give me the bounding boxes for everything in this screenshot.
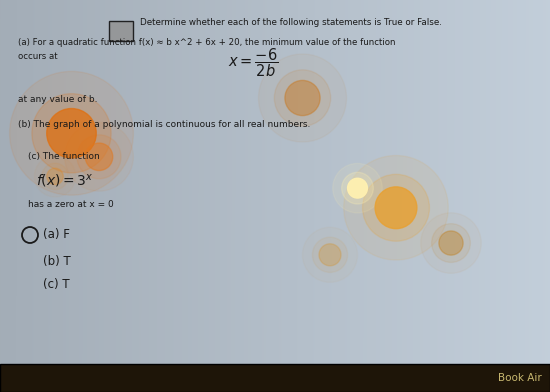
- Text: (a) F: (a) F: [43, 228, 70, 241]
- Circle shape: [32, 94, 111, 173]
- Circle shape: [432, 224, 470, 262]
- Text: (c) T: (c) T: [43, 278, 70, 291]
- Circle shape: [375, 187, 417, 229]
- Text: Determine whether each of the following statements is True or False.: Determine whether each of the following …: [140, 18, 442, 27]
- Circle shape: [362, 174, 430, 241]
- Circle shape: [319, 244, 341, 266]
- Circle shape: [348, 178, 367, 198]
- Circle shape: [85, 143, 113, 171]
- Circle shape: [10, 71, 133, 195]
- Text: $x = \dfrac{-6}{2b}$: $x = \dfrac{-6}{2b}$: [228, 46, 278, 78]
- Circle shape: [312, 237, 348, 272]
- Text: occurs at: occurs at: [18, 52, 58, 61]
- FancyBboxPatch shape: [109, 21, 133, 41]
- Text: Book Air: Book Air: [498, 373, 542, 383]
- Circle shape: [439, 231, 463, 255]
- Text: (b) The graph of a polynomial is continuous for all real numbers.: (b) The graph of a polynomial is continu…: [18, 120, 310, 129]
- FancyBboxPatch shape: [0, 364, 550, 392]
- Text: (c) The function: (c) The function: [28, 152, 100, 161]
- Circle shape: [258, 54, 346, 142]
- Circle shape: [342, 172, 373, 204]
- Circle shape: [285, 80, 320, 116]
- Text: has a zero at x = 0: has a zero at x = 0: [28, 200, 114, 209]
- Text: (a) For a quadratic function f(x) ≈ b x^2 + 6x + 20, the minimum value of the fu: (a) For a quadratic function f(x) ≈ b x^…: [18, 38, 395, 47]
- Circle shape: [65, 122, 133, 191]
- Circle shape: [77, 135, 121, 179]
- Text: at any value of b.: at any value of b.: [18, 95, 97, 104]
- Circle shape: [344, 156, 448, 260]
- Circle shape: [42, 163, 68, 190]
- Circle shape: [333, 163, 382, 213]
- Text: $f(x) = 3^x$: $f(x) = 3^x$: [36, 172, 94, 189]
- Circle shape: [274, 70, 331, 126]
- Circle shape: [47, 168, 63, 185]
- Text: (b) T: (b) T: [43, 255, 71, 268]
- Circle shape: [47, 109, 96, 158]
